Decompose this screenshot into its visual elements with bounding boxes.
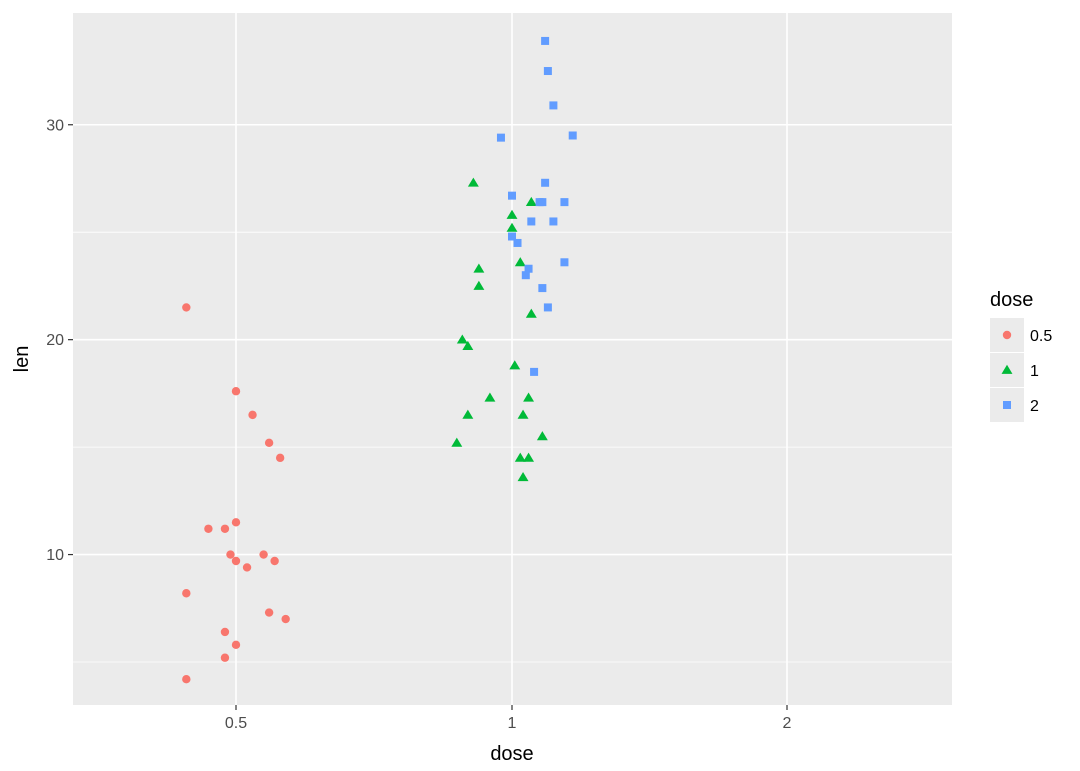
point-dose-0.5-11	[270, 556, 279, 566]
point-dose-2-15	[560, 258, 569, 267]
point-dose-2-14	[524, 264, 533, 273]
point-dose-1-11	[484, 392, 496, 402]
point-dose-0.5-5	[204, 524, 213, 533]
point-dose-1-12	[523, 392, 535, 402]
point-dose-0.5-2	[248, 410, 257, 420]
point-dose-2-0	[541, 36, 550, 45]
point-dose-0.5-10	[259, 550, 268, 559]
legend-item-0.5: 0.5	[990, 318, 1052, 352]
data-points	[182, 36, 577, 684]
point-dose-0.5-13	[182, 589, 191, 598]
legend-label-2: 2	[1030, 398, 1039, 415]
series-2	[496, 36, 577, 376]
point-dose-2-13	[513, 238, 522, 247]
legend-label-0.5: 0.5	[1030, 328, 1052, 345]
point-dose-1-10	[509, 360, 521, 370]
x-tick-label-1: 1	[508, 715, 517, 732]
point-dose-0.5-8	[226, 550, 235, 559]
point-dose-0.5-16	[220, 627, 230, 637]
y-tick-label-30: 30	[46, 117, 64, 134]
point-dose-2-17	[538, 284, 547, 293]
legend-symbol-1	[1001, 364, 1013, 374]
legend-symbol-2	[1003, 401, 1011, 409]
point-dose-0.5-7	[231, 518, 241, 527]
point-dose-0.5-15	[281, 614, 290, 624]
point-dose-2-6	[508, 191, 516, 200]
point-dose-2-11	[549, 217, 558, 226]
point-dose-1-2	[506, 209, 518, 219]
point-dose-0.5-19	[182, 675, 191, 684]
point-dose-1-13	[462, 409, 474, 419]
point-dose-1-3	[506, 222, 518, 232]
point-dose-0.5-18	[220, 653, 230, 662]
point-dose-1-7	[525, 308, 537, 318]
tick-labels: 10 20 30 0.5 1 2	[46, 117, 791, 732]
series-0.5	[182, 303, 290, 684]
point-dose-2-3	[568, 131, 577, 140]
point-dose-2-16	[521, 271, 530, 280]
point-dose-2-9	[560, 198, 569, 207]
legend-item-1: 1	[990, 353, 1039, 387]
point-dose-1-16	[536, 431, 548, 441]
point-dose-2-2	[549, 101, 558, 110]
point-dose-2-1	[543, 67, 552, 76]
point-dose-2-5	[541, 178, 550, 187]
point-dose-0.5-14	[264, 608, 274, 617]
point-dose-1-8	[456, 334, 468, 344]
point-dose-2-4	[496, 133, 505, 142]
point-dose-0.5-1	[231, 387, 241, 396]
major-gridlines	[73, 13, 952, 705]
legend-item-2: 2	[990, 388, 1039, 422]
point-dose-0.5-9	[231, 556, 241, 566]
point-dose-2-19	[530, 367, 539, 376]
x-tick-label-0.5: 0.5	[225, 715, 247, 732]
legend: dose 0.5 1 2	[990, 289, 1052, 422]
point-dose-2-18	[543, 303, 552, 312]
axis-ticks	[68, 124, 788, 710]
point-dose-0.5-0	[182, 303, 191, 312]
y-tick-label-20: 20	[46, 332, 64, 349]
point-dose-0.5-6	[220, 524, 230, 533]
point-dose-2-8	[538, 198, 547, 207]
point-dose-0.5-12	[242, 563, 252, 572]
point-dose-1-18	[523, 452, 535, 462]
point-dose-1-0	[467, 177, 479, 187]
point-dose-1-1	[525, 196, 537, 207]
legend-symbol-0.5	[1002, 330, 1012, 340]
point-dose-1-5	[514, 257, 526, 267]
point-dose-1-17	[514, 452, 526, 462]
point-dose-0.5-17	[231, 640, 241, 650]
y-tick-label-10: 10	[46, 547, 64, 564]
point-dose-1-19	[517, 471, 529, 482]
x-axis-title: dose	[490, 743, 533, 765]
point-dose-2-12	[508, 232, 516, 241]
series-1	[451, 177, 548, 482]
point-dose-1-4	[473, 263, 485, 273]
y-axis-title: len	[11, 346, 33, 373]
point-dose-1-14	[517, 409, 529, 419]
point-dose-2-10	[527, 217, 536, 226]
point-dose-1-9	[462, 340, 474, 351]
legend-title: dose	[990, 289, 1033, 311]
legend-label-1: 1	[1030, 363, 1039, 380]
point-dose-0.5-4	[275, 453, 285, 463]
point-dose-1-6	[473, 280, 485, 290]
x-tick-label-2: 2	[783, 715, 792, 732]
point-dose-0.5-3	[264, 438, 274, 448]
point-dose-1-15	[451, 437, 463, 447]
